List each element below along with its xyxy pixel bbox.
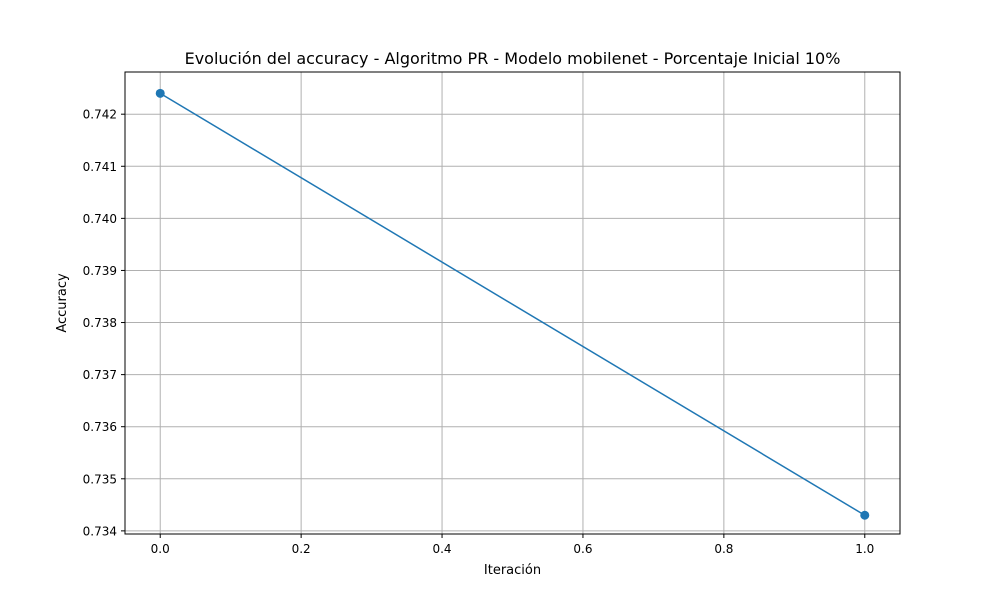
grid — [125, 72, 900, 534]
chart-title: Evolución del accuracy - Algoritmo PR - … — [185, 49, 841, 68]
y-axis-label: Accuracy — [55, 273, 70, 333]
axes-frame — [124, 71, 901, 535]
y-tick-label: 0.734 — [83, 524, 117, 538]
data-point — [155, 88, 165, 98]
y-tick-label: 0.738 — [83, 316, 117, 330]
x-axis-label: Iteración — [484, 563, 541, 578]
y-tick-label: 0.740 — [83, 212, 117, 226]
y-tick-label: 0.737 — [83, 368, 117, 382]
y-tick-label: 0.736 — [83, 420, 117, 434]
x-tick-label: 0.2 — [292, 542, 311, 556]
x-tick-label: 1.0 — [855, 542, 874, 556]
y-tick-label: 0.739 — [83, 264, 117, 278]
series-line — [159, 92, 866, 516]
ticks: 0.0 0.2 0.4 0.6 0.8 1.0 0.734 0.735 0.736 0.737 0.… — [83, 108, 875, 556]
series — [155, 88, 870, 520]
x-tick-label: 0.0 — [151, 542, 170, 556]
y-tick-label: 0.735 — [83, 472, 117, 486]
y-tick-label: 0.741 — [83, 160, 117, 174]
x-tick-label: 0.4 — [432, 542, 451, 556]
y-tick-label: 0.742 — [83, 108, 117, 122]
x-tick-label: 0.8 — [714, 542, 733, 556]
data-point — [860, 510, 870, 520]
x-tick-label: 0.6 — [573, 542, 592, 556]
